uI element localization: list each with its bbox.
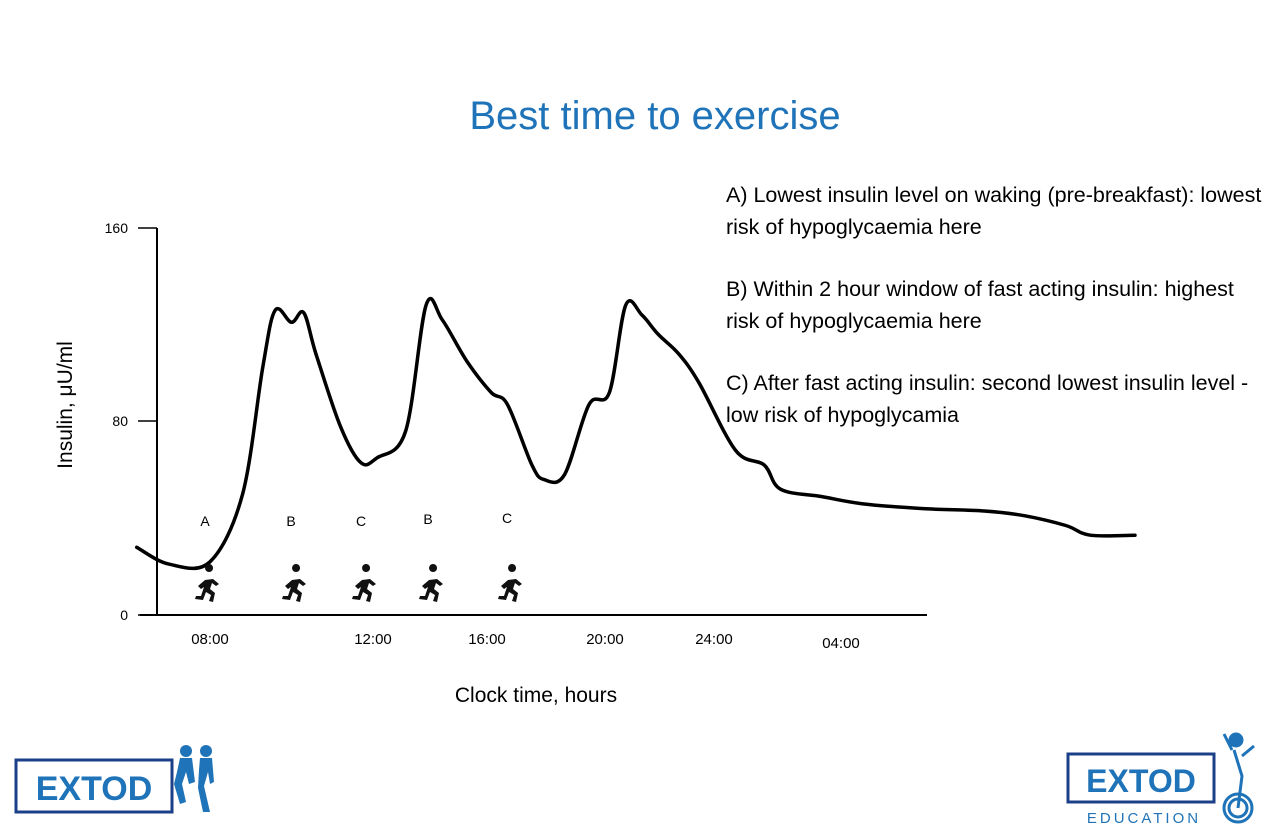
marker-label-b: B xyxy=(286,513,295,529)
x-tick-label: 16:00 xyxy=(468,631,506,648)
x-tick-label: 20:00 xyxy=(586,631,624,648)
y-tick-label: 0 xyxy=(120,607,128,623)
marker-label-b: B xyxy=(423,511,432,527)
extod-logo-left: EXTOD xyxy=(14,745,214,814)
note-b: B) Within 2 hour window of fast acting i… xyxy=(726,277,1234,333)
runner-icon xyxy=(419,564,443,602)
slide-title: Best time to exercise xyxy=(469,94,841,138)
marker-label-c: C xyxy=(356,513,366,529)
marker-label-c: C xyxy=(502,510,512,526)
y-axis-label: Insulin, μU/ml xyxy=(54,341,77,469)
runners-icon xyxy=(174,745,214,812)
x-tick-label: 12:00 xyxy=(354,631,392,648)
runner-icon xyxy=(282,564,306,602)
x-tick-label: 08:00 xyxy=(191,631,229,648)
insulin-series-line xyxy=(134,296,1137,571)
y-tick-label: 80 xyxy=(112,413,128,429)
runner-icon xyxy=(498,564,522,602)
x-axis-label: Clock time, hours xyxy=(455,684,617,707)
x-tick-label: 04:00 xyxy=(822,635,860,652)
x-tick-label: 24:00 xyxy=(695,631,733,648)
logo-right-subtext: EDUCATION xyxy=(1087,810,1201,827)
runner-icon xyxy=(352,564,376,602)
logo-left-text: EXTOD xyxy=(36,770,153,808)
marker-label-a: A xyxy=(200,513,210,529)
note-a: A) Lowest insulin level on waking (pre-b… xyxy=(726,183,1262,239)
cyclist-icon xyxy=(1222,732,1255,824)
logo-right-text: EXTOD xyxy=(1086,763,1196,799)
notes-panel: A) Lowest insulin level on waking (pre-b… xyxy=(726,180,1266,462)
exercise-markers: A B C B C xyxy=(200,510,512,529)
runner-icon xyxy=(195,564,219,602)
extod-logo-right: EXTOD EDUCATION xyxy=(1066,732,1255,827)
y-tick-label: 160 xyxy=(105,220,129,236)
note-c: C) After fast acting insulin: second low… xyxy=(726,371,1249,427)
